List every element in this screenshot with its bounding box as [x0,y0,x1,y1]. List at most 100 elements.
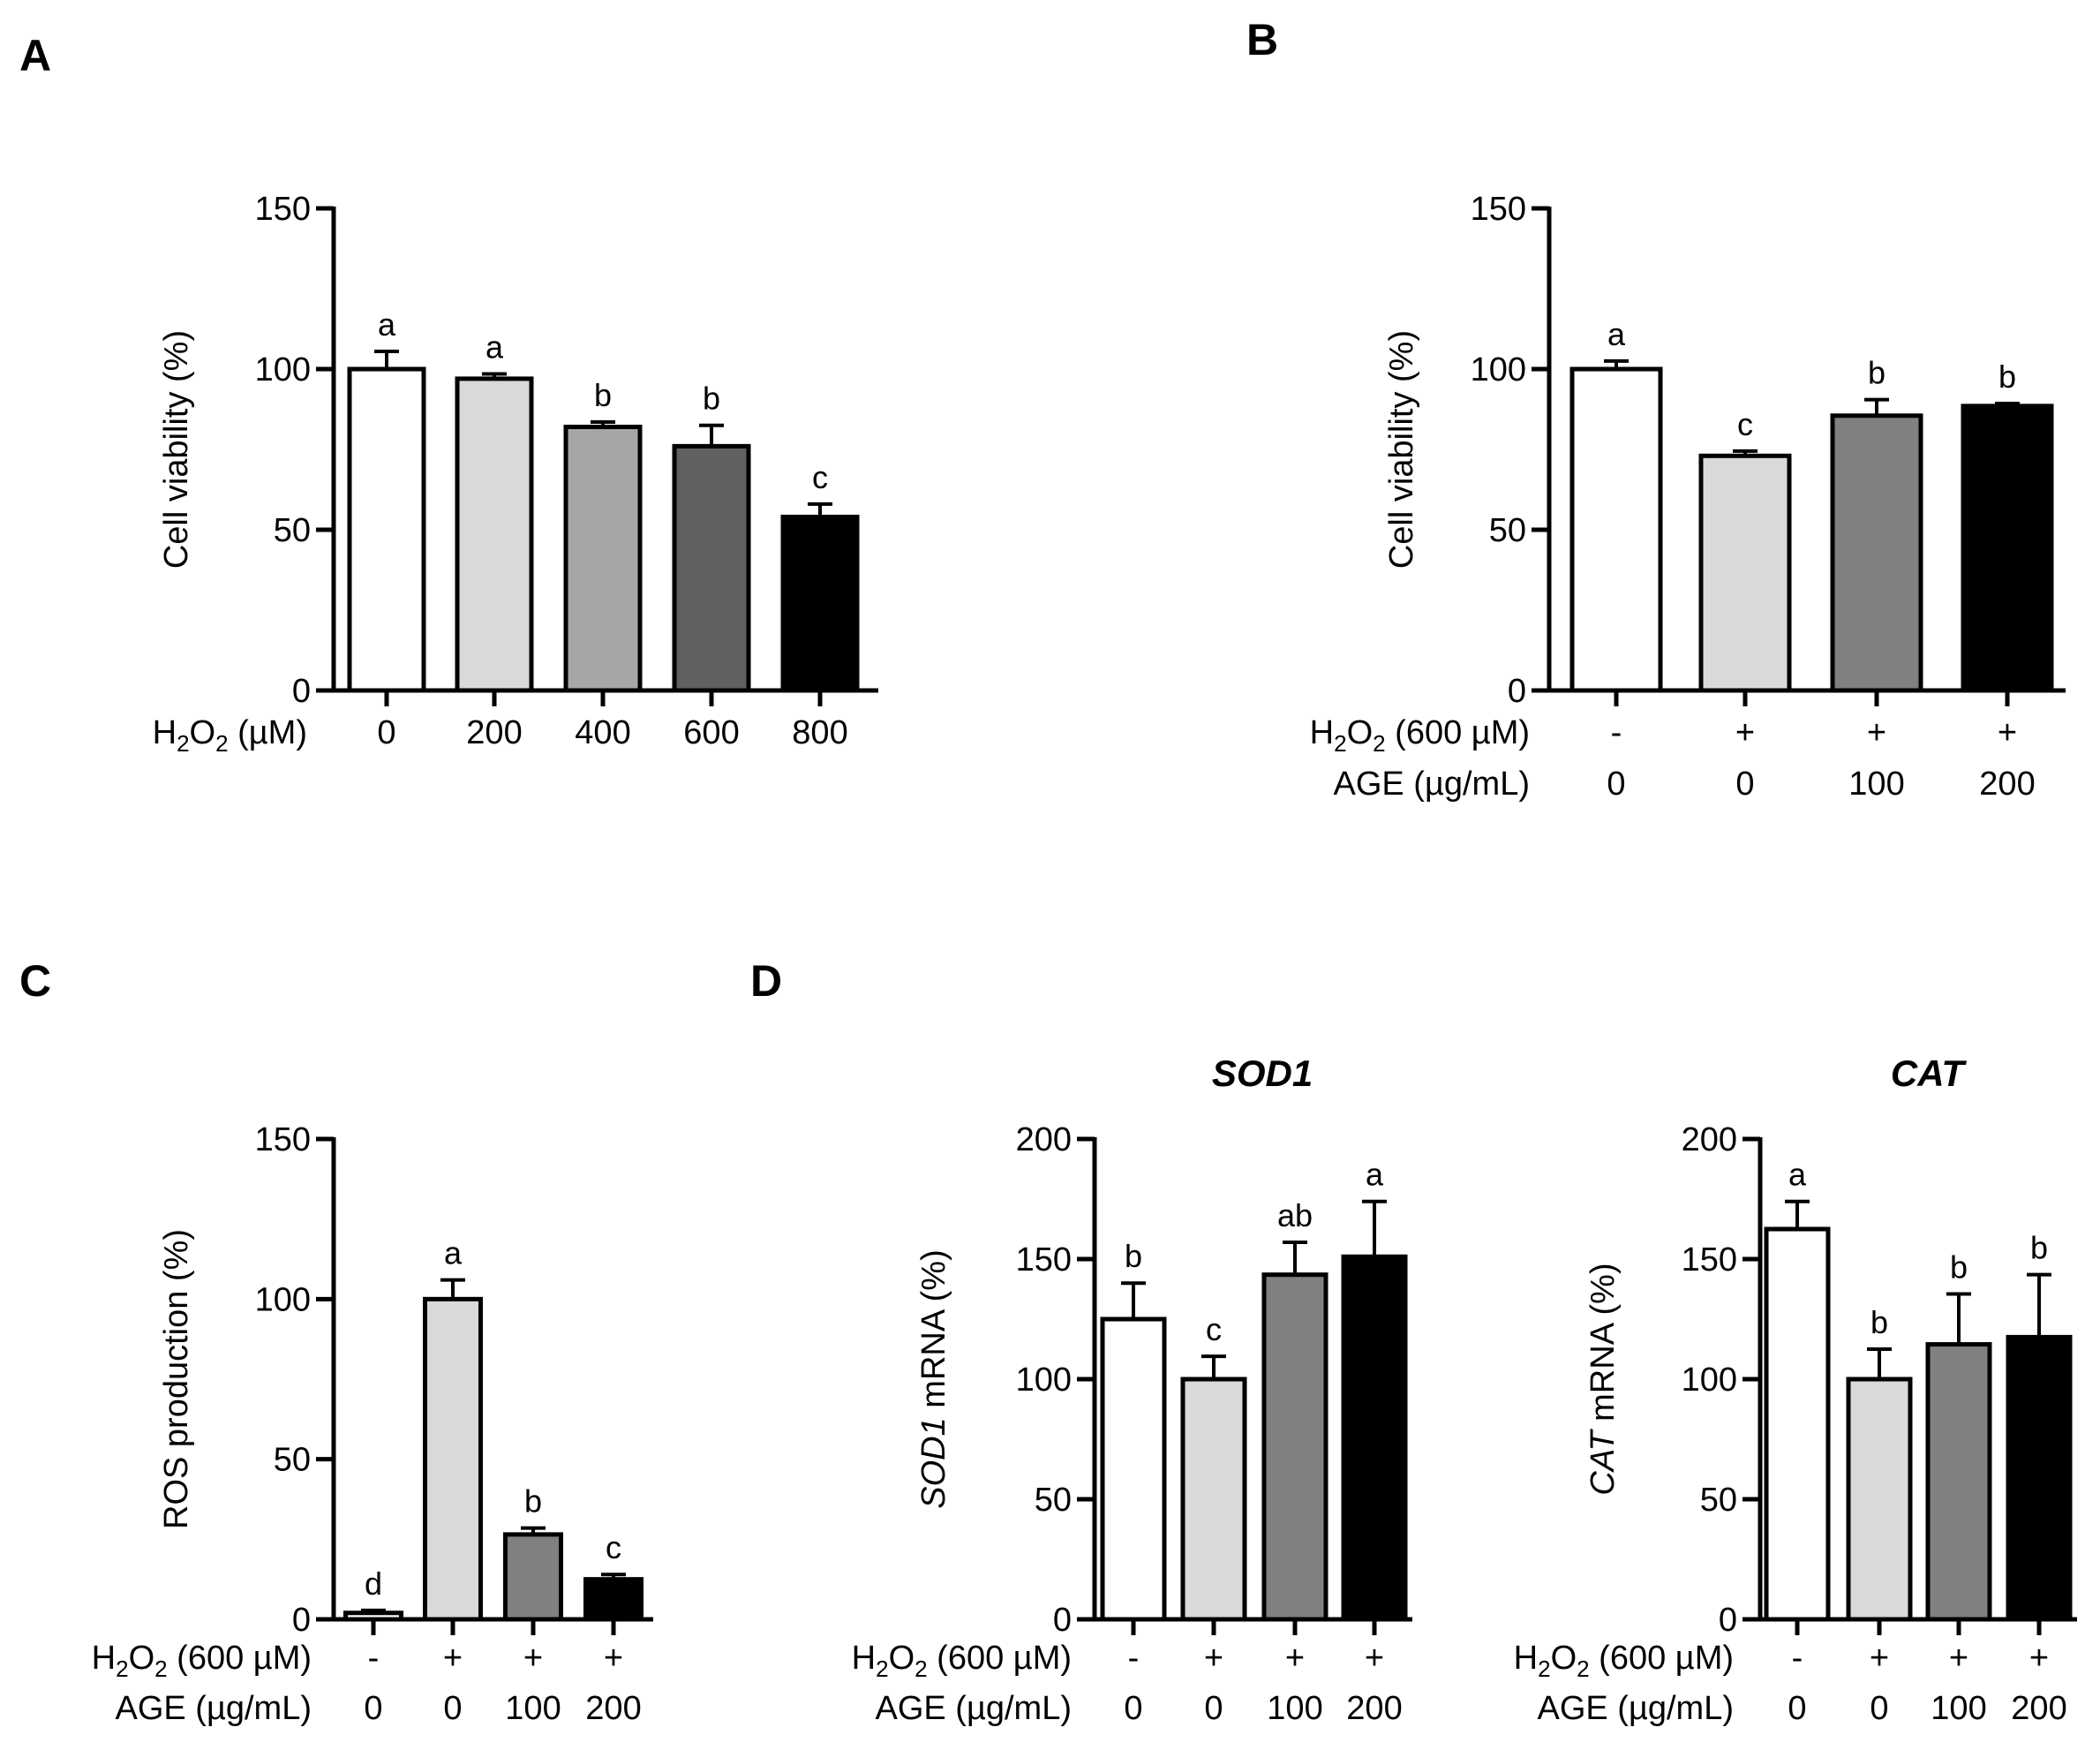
condition-label: H2O2 (600 µM) [852,1640,1072,1682]
condition-value: 100 [1267,1690,1322,1727]
significance-label: c [1206,1311,1222,1347]
y-axis-label: CAT mRNA (%) [1584,1263,1622,1495]
condition-label: AGE (µg/mL) [876,1690,1073,1727]
condition-label: H2O2 (600 µM) [92,1640,312,1682]
bar [1341,1254,1408,1622]
condition-value: 800 [792,714,847,751]
significance-label: a [1607,316,1626,352]
condition-value: 0 [1870,1690,1888,1727]
y-tick-label: 150 [1682,1241,1737,1279]
significance-label: a [1366,1157,1384,1193]
bar [1261,1272,1328,1622]
condition-label-sub: 2 [915,1656,927,1682]
bar [583,1577,644,1622]
y-tick-label: 0 [1053,1602,1072,1639]
condition-label-sub: 2 [116,1656,128,1682]
y-tick-label: 50 [274,512,311,549]
y-tick-label: 50 [1700,1482,1737,1519]
condition-label-sub: 2 [1538,1656,1550,1682]
y-axis-label-gene: SOD1 [915,1417,952,1508]
bar [347,366,426,693]
y-axis-label: SOD1 mRNA (%) [915,1249,952,1508]
condition-label-sub: 2 [1334,730,1346,757]
condition-value: 200 [1346,1690,1402,1727]
condition-value: + [604,1640,623,1677]
significance-label: b [1125,1238,1142,1274]
condition-value: 200 [2011,1690,2066,1727]
condition-value: 0 [377,714,395,751]
bar [1846,1377,1913,1622]
significance-label: b [594,377,612,413]
condition-value: 200 [1979,766,2035,803]
condition-label-h: H [92,1640,116,1677]
condition-label-o: O [889,1640,915,1677]
condition-value: - [1611,714,1622,751]
y-axis-label-unit: mRNA (%) [1584,1263,1622,1430]
panel-letter: C [19,956,51,1006]
condition-label-tail: (600 µM) [168,1640,312,1677]
condition-value: 100 [1848,766,1904,803]
bar [2006,1334,2073,1622]
y-tick-label: 100 [1016,1362,1072,1399]
condition-value: 0 [1204,1690,1223,1727]
condition-label-tail: (600 µM) [928,1640,1072,1677]
y-tick-label: 100 [1471,351,1526,388]
significance-label: c [812,459,828,495]
significance-label: a [485,328,504,365]
condition-value: + [1365,1640,1384,1677]
significance-label: ab [1277,1197,1313,1233]
significance-label: a [444,1235,463,1271]
condition-value: - [368,1640,380,1677]
significance-label: c [606,1529,621,1565]
y-tick-label: 0 [292,1602,311,1639]
panel-letter: B [1246,15,1278,64]
significance-label: b [524,1483,542,1520]
condition-value: 200 [466,714,522,751]
y-tick-label: 150 [1016,1241,1072,1279]
y-tick-label: 100 [1682,1362,1737,1399]
y-axis-label: ROS production (%) [158,1229,195,1529]
y-tick-label: 0 [1508,673,1526,710]
condition-value: 600 [683,714,739,751]
condition-label-sub: 2 [1577,1656,1589,1682]
condition-label-h: H [153,714,177,751]
bar [1569,366,1663,693]
bar [563,425,643,693]
condition-value: 0 [1788,1690,1806,1727]
significance-label: c [1737,406,1753,442]
significance-label: b [1868,355,1885,391]
condition-label-text: AGE (µg/mL) [1334,766,1531,803]
panel-letter: A [19,31,51,80]
bar [423,1296,483,1622]
significance-label: b [2030,1230,2048,1266]
condition-label-h: H [852,1640,876,1677]
condition-label-tail: (600 µM) [1386,714,1530,751]
condition-label-sub: 2 [154,1656,167,1682]
y-axis-label: Cell viability (%) [158,330,195,569]
condition-label-h: H [1514,1640,1538,1677]
bar [1961,404,2054,693]
y-axis-label: Cell viability (%) [1383,330,1420,569]
y-tick-label: 0 [1719,1602,1737,1639]
condition-label-tail: (600 µM) [1590,1640,1734,1677]
condition-value: + [1949,1640,1968,1677]
condition-label: H2O2 (600 µM) [1310,714,1530,757]
condition-value: 0 [1124,1690,1142,1727]
y-tick-label: 200 [1016,1121,1072,1158]
significance-label: b [1870,1304,1888,1340]
condition-value: 400 [575,714,630,751]
significance-label: b [1950,1248,1968,1285]
condition-value: 200 [585,1690,641,1727]
condition-value: + [523,1640,543,1677]
condition-value: 0 [364,1690,382,1727]
condition-label-text: AGE (µg/mL) [116,1690,312,1727]
bar [1698,453,1792,693]
condition-label-sub: 2 [215,730,228,757]
condition-value: - [1128,1640,1140,1677]
y-tick-label: 50 [274,1442,311,1479]
bar [1764,1226,1831,1622]
